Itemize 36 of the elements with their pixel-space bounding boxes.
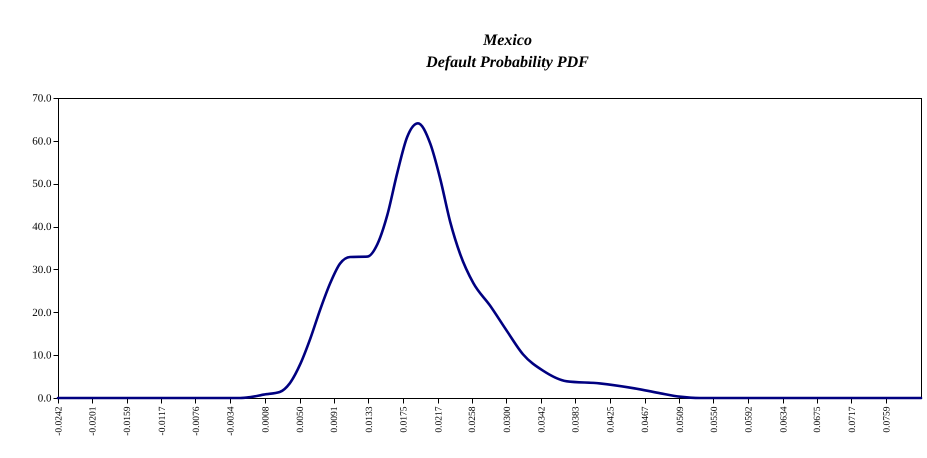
y-tick-label: 20.0 bbox=[32, 306, 52, 319]
y-tick-label: 70.0 bbox=[32, 92, 52, 104]
x-tick-label: 0.0592 bbox=[744, 406, 755, 433]
x-tick-label: 0.0008 bbox=[261, 406, 272, 433]
y-tick-label: 30.0 bbox=[32, 264, 52, 276]
line-series bbox=[56, 122, 922, 400]
y-tick-label: 0.0 bbox=[38, 392, 52, 404]
x-tick-label: 0.0050 bbox=[296, 406, 306, 433]
x-tick-label: 0.0217 bbox=[434, 406, 444, 433]
x-tick-label: 0.0342 bbox=[538, 406, 548, 433]
x-tick-label: -0.0117 bbox=[158, 406, 168, 436]
x-tick-label: 0.0509 bbox=[676, 406, 686, 433]
x-tick-label: 0.0759 bbox=[882, 406, 893, 433]
y-tick-label: 40.0 bbox=[32, 221, 52, 234]
x-tick-label: 0.0634 bbox=[779, 406, 790, 433]
x-tick-label: -0.0076 bbox=[192, 406, 202, 436]
x-tick-label: 0.0175 bbox=[400, 406, 410, 433]
x-tick-label: 0.0133 bbox=[364, 406, 375, 433]
x-tick-label: 0.0383 bbox=[572, 406, 582, 433]
x-tick-label: -0.0201 bbox=[88, 406, 98, 436]
x-tick-label: 0.0467 bbox=[641, 406, 652, 433]
chart-subtitle: Default Probability PDF bbox=[425, 54, 590, 71]
y-tick-label: 10.0 bbox=[32, 350, 52, 362]
y-tick-label: 60.0 bbox=[32, 135, 52, 148]
y-tick-label: 50.0 bbox=[32, 178, 52, 190]
x-tick-label: 0.0258 bbox=[468, 406, 478, 433]
x-tick-label: 0.0550 bbox=[710, 406, 720, 433]
x-tick-label: 0.0091 bbox=[330, 406, 340, 433]
x-tick-label: 0.0425 bbox=[606, 406, 616, 433]
chart-title: Mexico bbox=[482, 32, 532, 49]
x-tick-label: 0.0300 bbox=[502, 406, 513, 433]
x-tick-label: -0.0159 bbox=[123, 406, 134, 436]
x-tick-label: 0.0717 bbox=[848, 406, 858, 433]
x-tick-label: -0.0034 bbox=[226, 406, 237, 436]
x-tick-label: -0.0242 bbox=[54, 406, 64, 436]
x-tick-label: 0.0675 bbox=[813, 406, 824, 433]
